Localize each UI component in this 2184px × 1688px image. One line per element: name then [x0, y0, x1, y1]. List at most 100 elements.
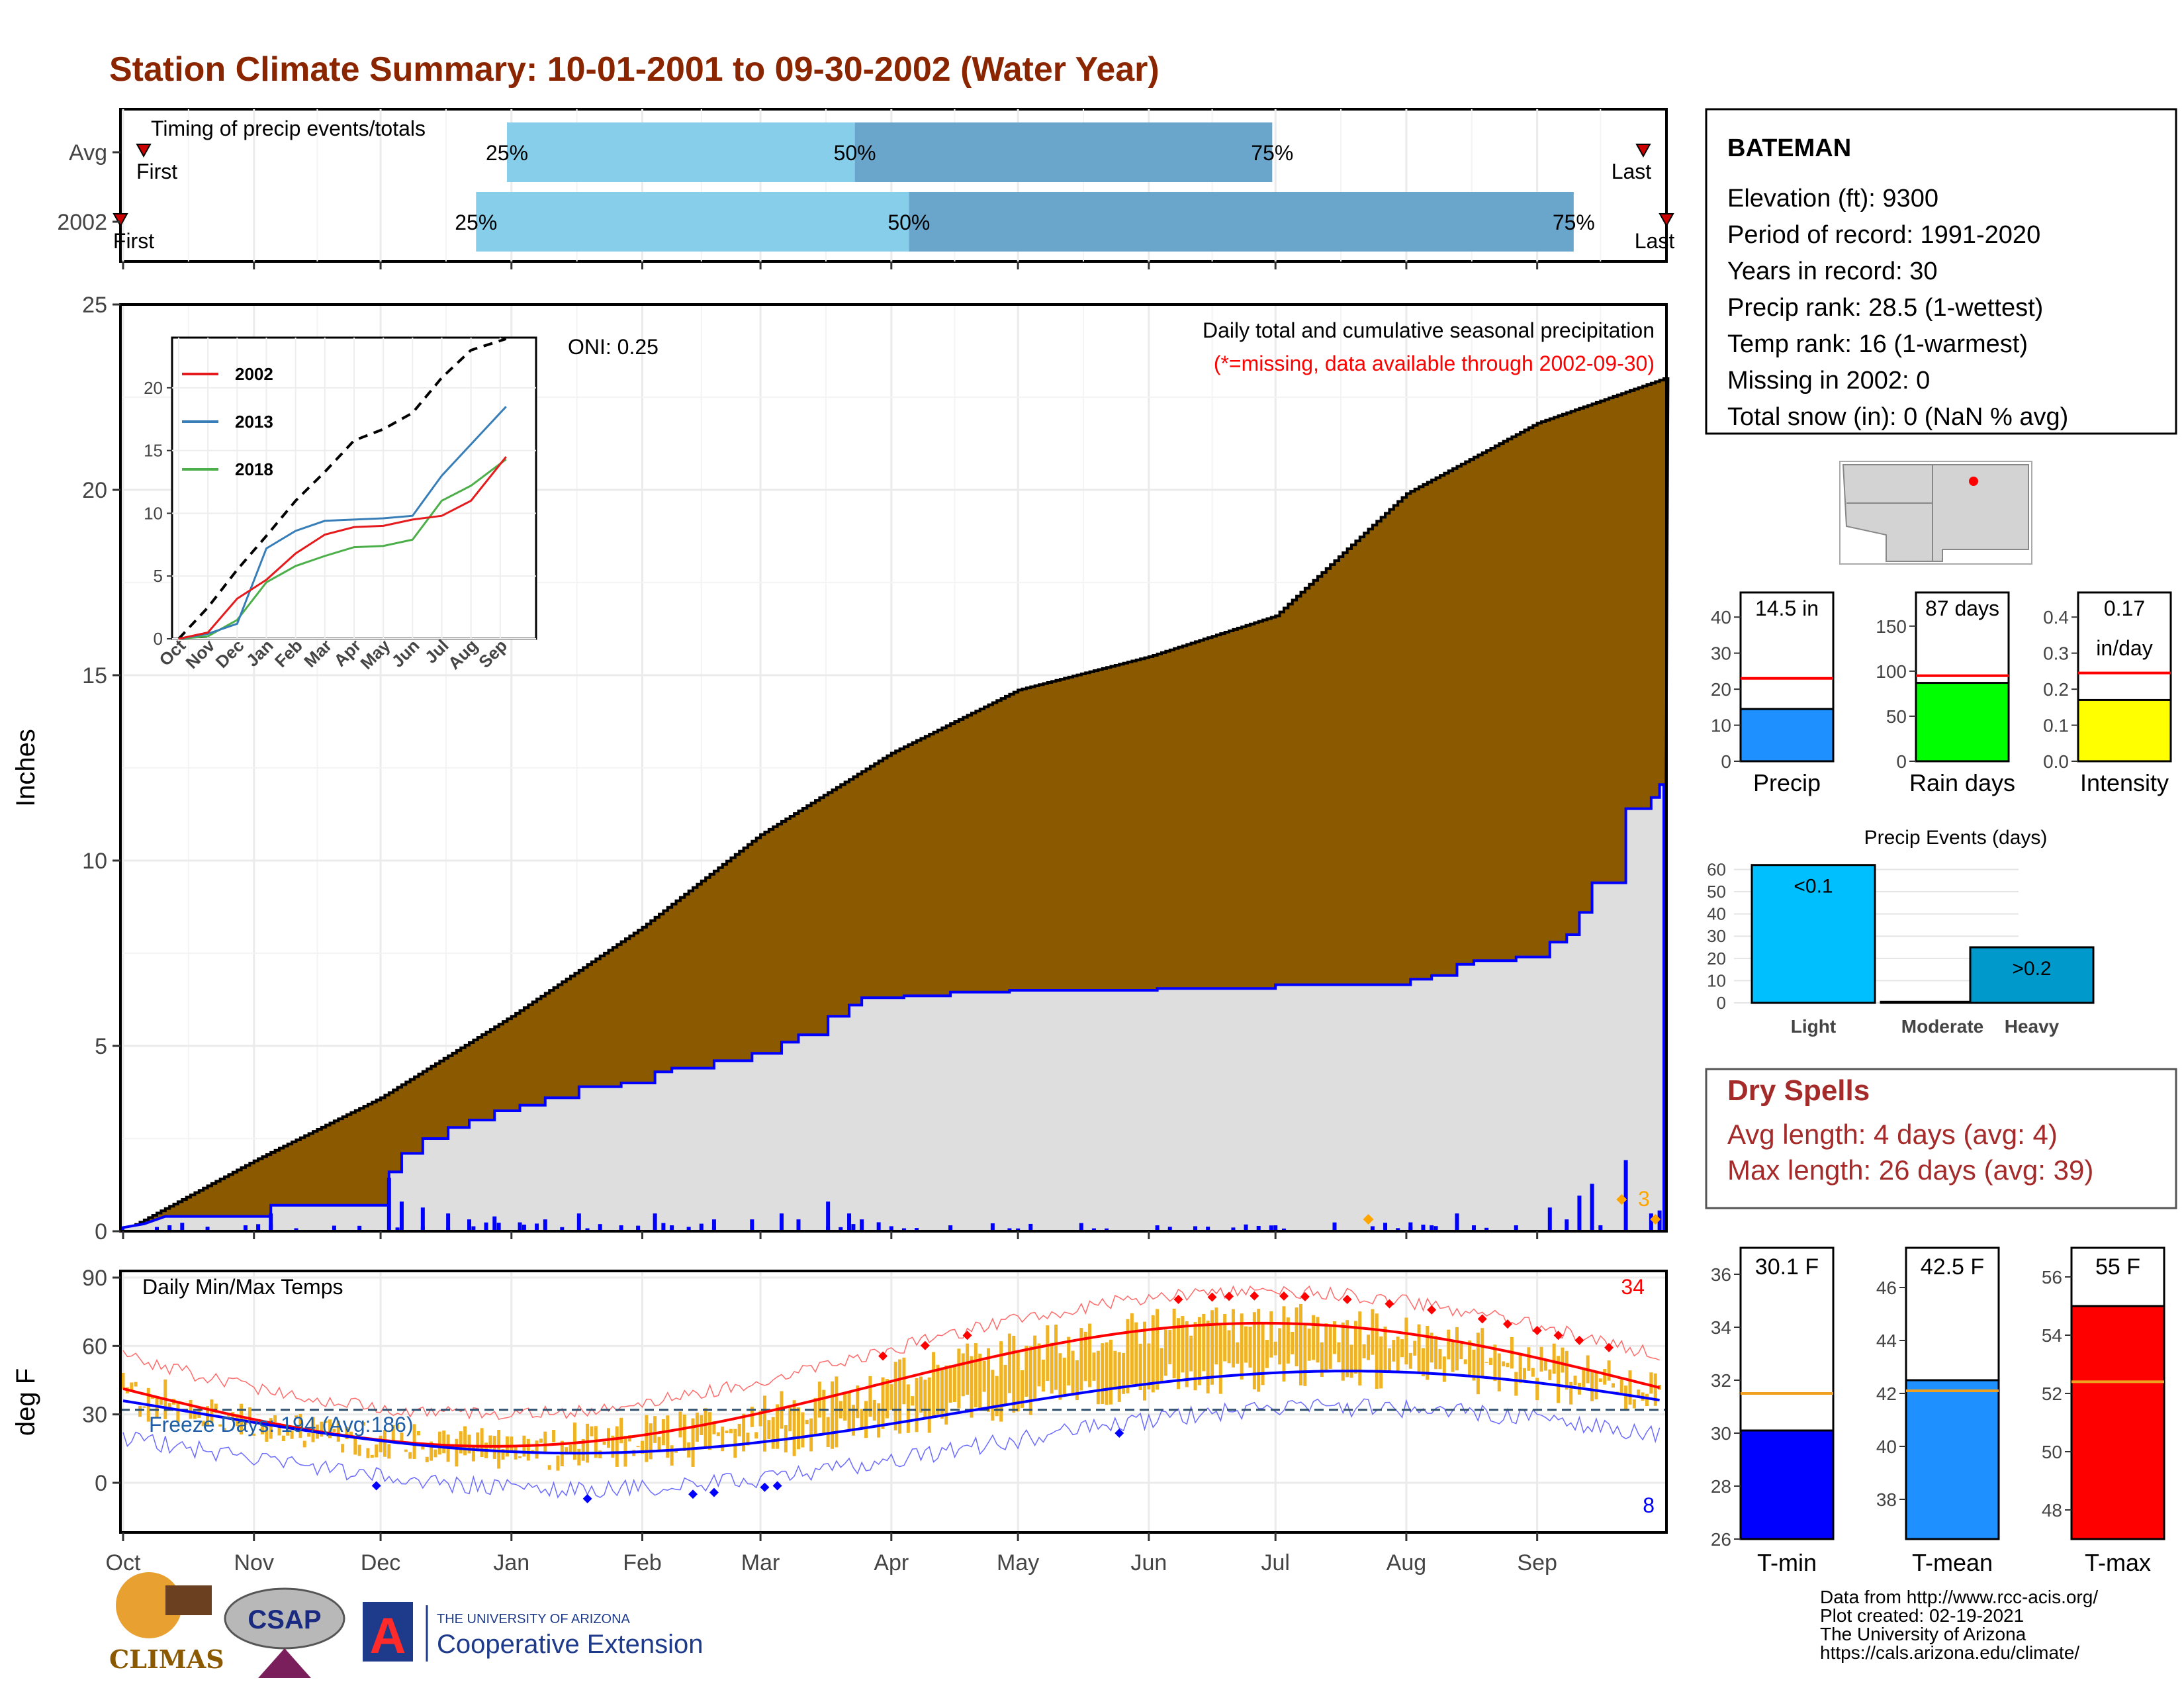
daily-precip-bar	[1016, 1228, 1021, 1231]
missing-data-note: (*=missing, data available through 2002-…	[1214, 352, 1655, 375]
daily-precip-bar	[395, 1227, 400, 1231]
daily-temp-range-bar	[1067, 1336, 1071, 1385]
daily-temp-range-bar	[704, 1408, 707, 1449]
events-y-tick-label: 40	[1707, 904, 1726, 924]
record-high-marker	[1427, 1305, 1437, 1315]
daily-temp-range-bar	[1426, 1325, 1430, 1380]
temp-y-tick-label: 28	[1711, 1476, 1731, 1497]
daily-temp-range-bar	[1291, 1332, 1295, 1354]
daily-temp-range-bar	[1557, 1356, 1561, 1403]
daily-temp-range-bar	[1083, 1331, 1087, 1382]
station-info-line: Total snow (in): 0 (NaN % avg)	[1727, 403, 2068, 431]
temp-y-tick-label: 44	[1876, 1331, 1897, 1351]
daily-temp-range-bar	[991, 1370, 995, 1421]
daily-precip-bar	[847, 1213, 852, 1231]
daily-temp-range-bar	[851, 1405, 855, 1436]
daily-temp-range-bar	[320, 1421, 324, 1437]
daily-temp-range-bar	[1168, 1330, 1172, 1364]
daily-precip-bar	[399, 1201, 404, 1231]
record-low-marker	[772, 1481, 782, 1491]
page-title: Station Climate Summary: 10-01-2001 to 0…	[109, 50, 1160, 89]
daily-temp-range-bar	[130, 1382, 134, 1392]
daily-temp-range-bar	[1298, 1303, 1302, 1385]
station-info-box: BATEMAN Elevation (ft): 9300 Period of re…	[1705, 108, 2177, 435]
daily-temp-range-bar	[1312, 1315, 1316, 1360]
quartile-bar-lower	[507, 122, 855, 182]
daily-temp-range-bar	[872, 1399, 876, 1421]
csap-logo-text: CSAP	[248, 1605, 321, 1634]
daily-temp-range-bar	[936, 1364, 940, 1415]
quartile-bar-lower	[476, 192, 909, 252]
summary-value-label: 14.5 in	[1755, 596, 1819, 620]
daily-precip-bar	[484, 1222, 488, 1231]
daily-precip-bar	[1383, 1223, 1388, 1231]
daily-temp-range-bar	[324, 1421, 328, 1423]
daily-precip-bar	[243, 1225, 248, 1231]
credit-line: https://cals.arizona.edu/climate/	[1820, 1642, 2079, 1663]
daily-precip-bar	[1244, 1224, 1248, 1231]
month-label: Feb	[623, 1550, 662, 1575]
daily-temp-range-bar	[645, 1415, 649, 1462]
daily-temp-range-bar	[298, 1413, 302, 1438]
daily-temp-range-bar	[1607, 1360, 1611, 1381]
record-high-marker	[1532, 1325, 1542, 1335]
daily-temp-range-bar	[1345, 1320, 1349, 1378]
y-tick-label: 90	[82, 1266, 107, 1291]
daily-temp-range-bar	[1552, 1343, 1556, 1374]
daily-temp-range-bar	[430, 1441, 433, 1461]
record-high-marker	[1503, 1319, 1513, 1329]
daily-temp-range-bar	[788, 1405, 792, 1432]
daily-precip-bar	[1396, 1228, 1400, 1231]
daily-temp-range-bar	[843, 1391, 847, 1421]
daily-temp-range-bar	[1480, 1328, 1484, 1376]
temp-bar	[1905, 1379, 2000, 1540]
daily-temp-range-bar	[226, 1414, 230, 1417]
temp-y-tick-label: 40	[1876, 1436, 1897, 1457]
daily-temp-range-bar	[273, 1415, 277, 1423]
temp-bar-label: T-min	[1757, 1549, 1817, 1576]
record-high-line	[122, 1285, 1660, 1420]
events-y-tick-label: 20	[1707, 949, 1726, 968]
summary-bar	[2077, 698, 2172, 763]
inset-y-tick-label: 0	[154, 629, 163, 649]
daily-temp-range-bar	[1434, 1335, 1438, 1370]
daily-temp-range-bar	[1611, 1383, 1615, 1388]
daily-temp-range-bar	[1214, 1307, 1218, 1365]
daily-precip-bar	[1433, 1226, 1438, 1231]
daily-temp-range-bar	[437, 1431, 441, 1455]
temp-y-tick-label: 38	[1876, 1489, 1897, 1510]
daily-temp-range-bar	[919, 1376, 923, 1413]
daily-temp-range-bar	[1653, 1373, 1657, 1406]
daily-temp-range-bar	[999, 1341, 1003, 1422]
daily-precip-bar	[518, 1222, 522, 1231]
daily-precip-bar	[686, 1227, 691, 1231]
daily-temp-range-bar	[189, 1399, 193, 1419]
daily-temp-range-bar	[277, 1423, 281, 1436]
daily-temp-range-bar	[944, 1365, 948, 1425]
daily-temp-range-bar	[1447, 1329, 1451, 1360]
daily-temp-range-bar	[1476, 1333, 1480, 1395]
quartile-bar-upper	[854, 122, 1273, 182]
record-low-marker	[688, 1489, 698, 1499]
daily-temp-range-bar	[813, 1397, 817, 1436]
daily-temp-range-bar	[463, 1426, 467, 1456]
record-high-marker	[1342, 1295, 1352, 1305]
daily-precip-bar	[1598, 1225, 1603, 1231]
daily-temp-range-bar	[488, 1435, 492, 1449]
daily-temp-range-bar	[627, 1435, 631, 1442]
daily-temp-range-bar	[1248, 1327, 1252, 1368]
daily-temp-range-bar	[404, 1449, 408, 1452]
daily-temp-range-bar	[1227, 1330, 1231, 1364]
daily-temp-range-bar	[615, 1426, 619, 1467]
temp-bar	[1739, 1429, 1835, 1540]
daily-precip-bar	[1471, 1225, 1476, 1231]
daily-temp-range-bar	[581, 1438, 585, 1461]
daily-precip-bar	[446, 1213, 451, 1231]
daily-temp-range-bar	[1269, 1311, 1273, 1358]
daily-temp-range-bar	[1367, 1335, 1371, 1360]
daily-temp-range-bar	[1163, 1329, 1167, 1376]
station-info-line: Temp rank: 16 (1-warmest)	[1727, 330, 2028, 358]
daily-temp-range-bar	[952, 1366, 956, 1402]
summary-y-tick-label: 0.3	[2043, 643, 2069, 664]
